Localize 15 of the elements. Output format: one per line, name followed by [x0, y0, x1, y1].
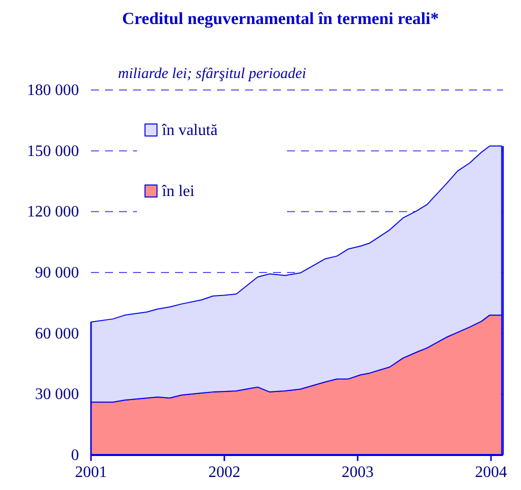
legend-label: în valută [161, 122, 218, 139]
x-tick-label: 2001 [75, 464, 107, 481]
y-tick-label: 180 000 [27, 82, 79, 99]
x-tick-label: 2002 [208, 464, 240, 481]
legend-label: în lei [161, 183, 195, 200]
y-axis-title: miliarde lei; sfârşitul perioadei [118, 66, 306, 82]
y-tick-label: 60 000 [35, 325, 79, 342]
y-tick-label: 90 000 [35, 264, 79, 282]
y-tick-label: 30 000 [35, 386, 79, 404]
y-tick-label: 120 000 [27, 204, 79, 221]
x-tick-label: 2004 [475, 464, 507, 481]
x-tick-label: 2003 [342, 464, 374, 481]
y-tick-label: 0 [71, 447, 79, 464]
y-tick-label: 150 000 [27, 142, 79, 160]
chart-title: Creditul neguvernamental în termeni reali* [122, 9, 439, 28]
